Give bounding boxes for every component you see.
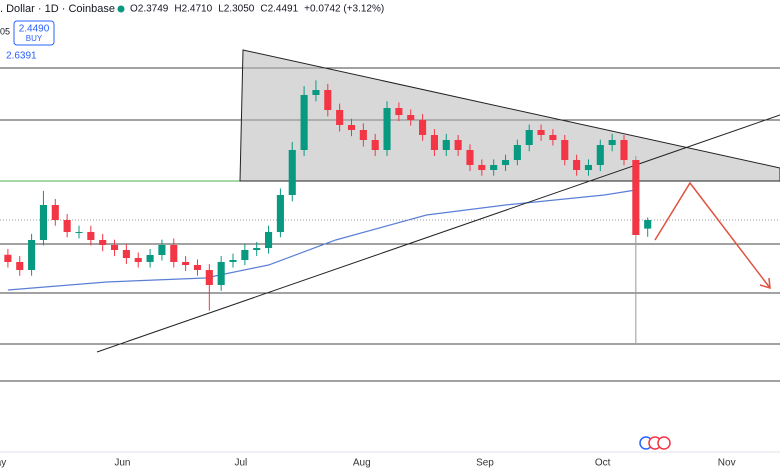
- candle-body: [63, 220, 71, 232]
- candle-body: [193, 265, 202, 270]
- x-tick-label: Jul: [235, 458, 248, 469]
- candle-body: [466, 150, 474, 165]
- candle-body: [300, 95, 308, 150]
- candle-body: [110, 245, 119, 250]
- x-tick-label: May: [0, 458, 6, 469]
- candle-body: [134, 258, 142, 262]
- candle-body: [549, 135, 557, 140]
- forecast-arrow: [654, 181, 771, 289]
- candle-body: [383, 108, 391, 150]
- candle-body: [122, 250, 130, 259]
- candle-body: [478, 165, 486, 170]
- candle-body: [288, 150, 296, 195]
- x-tick-label: Nov: [718, 458, 736, 469]
- candle-body: [644, 219, 652, 229]
- candle-body: [182, 261, 190, 265]
- candle-body: [217, 261, 225, 285]
- candle-body: [336, 110, 344, 125]
- x-tick-label: Oct: [595, 458, 611, 469]
- x-tick-label: Sep: [476, 458, 494, 469]
- candle-body: [276, 195, 284, 232]
- candle-body: [312, 90, 320, 95]
- candle-body: [442, 140, 450, 150]
- candle-body: [359, 130, 367, 140]
- buy-price[interactable]: 2.4490: [19, 24, 50, 35]
- candle-body: [371, 140, 379, 150]
- x-tick-label: Jun: [114, 458, 130, 469]
- candle-body: [4, 254, 12, 262]
- candle-body: [584, 165, 593, 170]
- candle-body: [395, 108, 403, 115]
- candle-body: [501, 160, 510, 165]
- candle-body: [87, 231, 95, 240]
- candle-body: [75, 231, 83, 233]
- event-icons: [639, 436, 671, 450]
- moving-average: [7, 189, 636, 291]
- candle-body: [561, 140, 569, 160]
- candle-body: [16, 261, 24, 270]
- candle-body: [253, 248, 261, 250]
- chart-title: . Dollar · 1D · Coinbase: [0, 3, 115, 15]
- ohlc-value: +0.0742 (+3.12%): [304, 4, 384, 15]
- candle-body: [347, 125, 356, 130]
- candle-body: [229, 260, 237, 262]
- candle-body: [146, 255, 154, 262]
- candle-body: [158, 245, 166, 255]
- candle-body: [620, 140, 628, 160]
- candle-body: [407, 115, 415, 120]
- candle-body: [632, 160, 640, 235]
- status-dot: [117, 5, 125, 13]
- candle-body: [28, 240, 36, 270]
- candle-body: [51, 205, 59, 220]
- candle-body: [419, 120, 427, 135]
- x-tick-label: Aug: [353, 458, 371, 469]
- ohlc-value: L2.3050: [218, 4, 255, 15]
- candle-body: [525, 130, 533, 145]
- candle-body: [490, 165, 498, 170]
- candle-body: [39, 205, 47, 240]
- ohlc-value: H2.4710: [174, 4, 212, 15]
- candle-body: [241, 250, 249, 260]
- candle-body: [596, 145, 604, 165]
- candle-body: [99, 240, 107, 245]
- indicator-value: 2.6391: [6, 51, 37, 62]
- buy-label[interactable]: BUY: [26, 34, 43, 43]
- candle-body: [265, 231, 273, 249]
- candle-body: [324, 90, 332, 110]
- ohlc-value: O2.3749: [130, 4, 169, 15]
- candle-body: [513, 145, 521, 160]
- candle-body: [205, 270, 213, 285]
- candle-body: [573, 160, 581, 170]
- ohlc-value: C2.4491: [260, 4, 298, 15]
- buy-button[interactable]: [13, 20, 55, 46]
- corner-text: 05: [0, 26, 10, 36]
- trend-line: [96, 114, 780, 353]
- arrow-head: [759, 277, 771, 290]
- candle-body: [430, 135, 438, 150]
- candle-body: [454, 140, 462, 150]
- candle-body: [608, 140, 616, 145]
- candle-body: [170, 245, 178, 262]
- candle-body: [537, 130, 545, 135]
